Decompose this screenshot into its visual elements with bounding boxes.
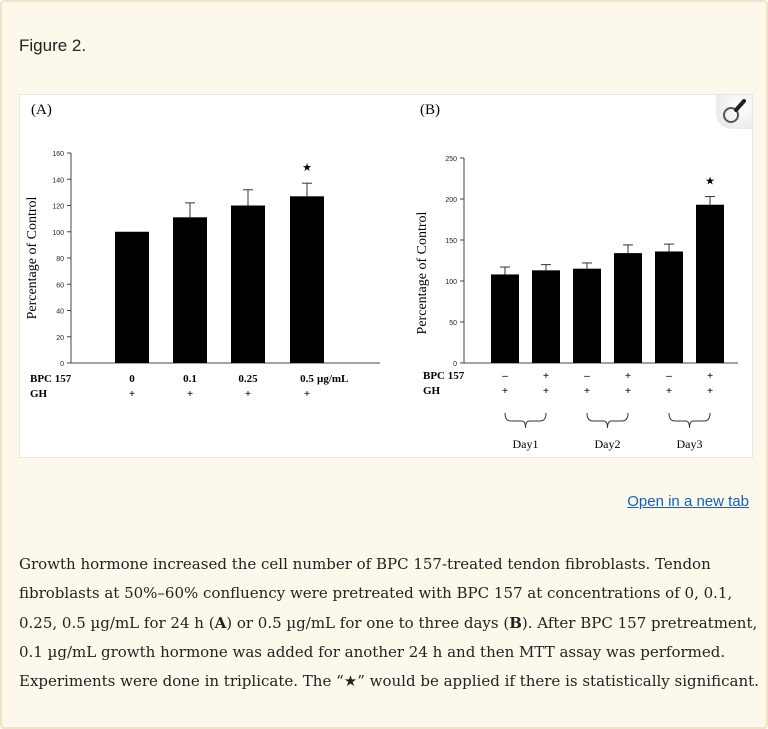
y-tick-label: 60 <box>56 282 64 289</box>
significance-star: ★ <box>705 176 715 188</box>
bar <box>491 274 519 363</box>
bar <box>290 196 324 363</box>
bpc157-label: + <box>625 370 631 382</box>
group-label: Day1 <box>513 437 539 451</box>
caption-ref-b: B <box>509 613 522 632</box>
figure-image[interactable]: (A) Percentage of Control 0 20 40 60 80 100 120 1… <box>19 94 753 458</box>
bpc157-label: 0 <box>129 373 135 385</box>
panel-label: (B) <box>420 102 440 118</box>
gh-label: + <box>245 388 251 400</box>
y-tick-label: 50 <box>449 320 457 327</box>
y-axis-label: Percentage of Control <box>25 196 40 319</box>
figure-charts: (A) Percentage of Control 0 20 40 60 80 100 120 1… <box>25 102 738 451</box>
significance-star: ★ <box>302 162 312 174</box>
row-label-gh: GH <box>30 388 48 400</box>
bpc157-label: – <box>665 370 672 382</box>
gh-label: + <box>707 385 713 397</box>
caption-text: Growth hormone increased the cell number… <box>19 555 733 632</box>
y-tick-label: 40 <box>56 309 64 316</box>
magnifier-icon <box>723 99 746 123</box>
bar <box>614 253 642 363</box>
y-tick-label: 100 <box>52 230 64 237</box>
bar <box>115 231 149 363</box>
group-bracket <box>504 412 547 429</box>
bpc157-label: + <box>707 370 713 382</box>
gh-label: + <box>502 385 508 397</box>
y-tick-label: 160 <box>52 151 64 158</box>
caption-ref-a: A <box>214 613 227 632</box>
zoom-button[interactable] <box>716 95 752 129</box>
y-tick-label: 140 <box>52 177 64 184</box>
y-tick-label: 0 <box>60 361 64 368</box>
bar <box>231 205 265 363</box>
bar <box>532 270 560 363</box>
row-label-bpc157: BPC 157 <box>423 370 465 382</box>
open-in-new-tab-link[interactable]: Open in a new tab <box>627 493 749 510</box>
y-tick-label: 80 <box>56 256 64 263</box>
gh-label: + <box>129 388 135 400</box>
figure-title: Figure 2. <box>19 36 87 55</box>
bpc157-label: + <box>543 370 549 382</box>
figure-caption: Growth hormone increased the cell number… <box>19 550 759 696</box>
row-label-gh: GH <box>423 385 441 397</box>
group-label: Day2 <box>595 437 621 451</box>
row-label-bpc157: BPC 157 <box>30 373 72 385</box>
gh-label: + <box>666 385 672 397</box>
caption-text: ) or 0.5 µg/mL for one to three days ( <box>226 613 510 632</box>
y-tick-label: 0 <box>453 361 457 368</box>
gh-label: + <box>187 388 193 400</box>
bar <box>173 217 207 363</box>
y-tick-label: 20 <box>56 335 64 342</box>
group-bracket <box>586 412 629 429</box>
y-tick-label: 100 <box>445 279 457 286</box>
panel-label: (A) <box>31 102 52 118</box>
unit-label: µg/mL <box>317 373 348 385</box>
gh-label: + <box>625 385 631 397</box>
bpc157-label: 0.5 <box>300 373 314 385</box>
group-label: Day3 <box>677 437 703 451</box>
bpc157-label: – <box>501 370 508 382</box>
gh-label: + <box>584 385 590 397</box>
y-tick-label: 200 <box>445 197 457 204</box>
gh-label: + <box>304 388 310 400</box>
y-tick-label: 250 <box>445 156 457 163</box>
y-tick-label: 120 <box>52 204 64 211</box>
bar <box>655 251 683 363</box>
bar <box>696 204 724 363</box>
y-axis-label: Percentage of Control <box>415 211 430 334</box>
y-tick-label: 150 <box>445 238 457 245</box>
bpc157-label: 0.1 <box>183 373 197 385</box>
bpc157-label: – <box>583 370 590 382</box>
group-bracket <box>668 412 711 429</box>
bar <box>573 268 601 363</box>
caption-text: ). After BPC 157 pretreatment, 0.1 µg/mL… <box>19 613 759 691</box>
gh-label: + <box>543 385 549 397</box>
bpc157-label: 0.25 <box>238 373 258 385</box>
